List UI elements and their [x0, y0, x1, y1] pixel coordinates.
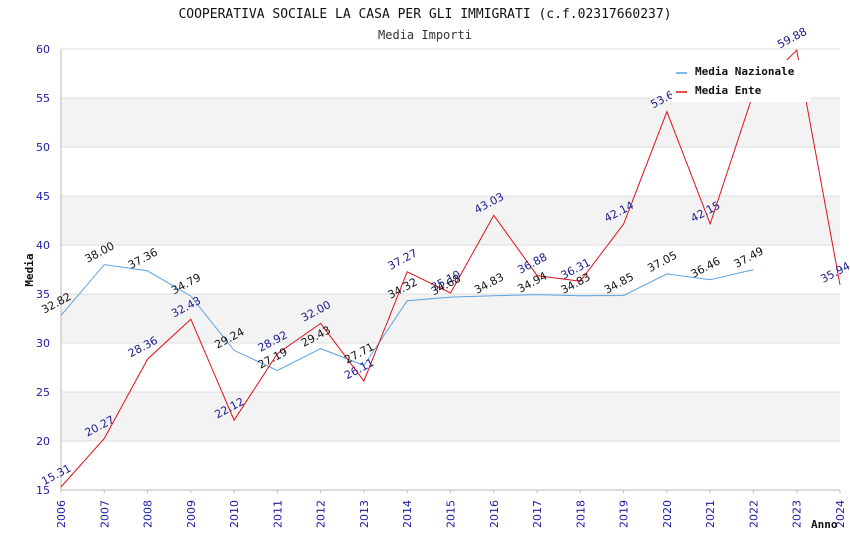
series-line-media-ente	[60, 49, 841, 488]
data-label: 37.36	[126, 246, 160, 272]
data-label: 35.94	[818, 260, 850, 286]
data-label: 34.83	[472, 270, 506, 296]
x-tick-label: 2017	[531, 500, 544, 528]
y-tick-label: 25	[36, 386, 50, 399]
legend-label-media-ente: Media Ente	[695, 84, 762, 97]
x-axis-label: Anno	[811, 518, 838, 531]
x-tick-label: 2012	[315, 500, 328, 528]
x-tick-labels: 2006 2007 2008 2009 2010 2011 2012 2013 2014 2015…	[55, 500, 847, 528]
x-tick-label: 2009	[185, 500, 198, 528]
x-tick-label: 2010	[228, 500, 241, 528]
y-axis-label: Media	[23, 253, 36, 286]
x-tick-label: 2016	[488, 500, 501, 528]
data-label: 34.85	[602, 270, 636, 296]
y-tick-label: 20	[36, 435, 50, 448]
series-lines	[60, 49, 841, 488]
data-label: 36.46	[689, 254, 723, 280]
y-tick-label: 50	[36, 141, 50, 154]
series-line-media-nazionale	[60, 264, 754, 372]
x-tick-label: 2021	[704, 500, 717, 528]
y-tick-label: 30	[36, 337, 50, 350]
x-tick-label: 2015	[445, 500, 458, 528]
x-tick-label: 2022	[747, 500, 760, 528]
y-tick-label: 45	[36, 190, 50, 203]
data-label: 37.27	[386, 247, 420, 273]
background-bands	[61, 98, 840, 441]
chart-subtitle: Media Importi	[378, 28, 472, 42]
y-tick-label: 15	[36, 484, 50, 497]
legend-background	[672, 60, 810, 102]
y-tick-label: 35	[36, 288, 50, 301]
chart-title: COOPERATIVA SOCIALE LA CASA PER GLI IMMI…	[178, 7, 671, 22]
data-label: 15.31	[39, 462, 73, 488]
grid-band	[61, 98, 840, 147]
data-label: 59.88	[775, 25, 809, 51]
data-label: 37.05	[645, 249, 679, 275]
x-tick-label: 2007	[98, 500, 111, 528]
axes	[60, 49, 841, 493]
x-tick-label: 2008	[142, 500, 155, 528]
x-tick-label: 2023	[791, 500, 804, 528]
x-tick-label: 2013	[358, 500, 371, 528]
grid-lines	[61, 48, 840, 491]
x-tick-label: 2018	[574, 500, 587, 528]
x-tick-label: 2024	[834, 500, 847, 528]
y-tick-label: 55	[36, 92, 50, 105]
data-label: 37.49	[732, 244, 766, 270]
legend: Media Nazionale Media Ente	[672, 60, 810, 102]
grid-band	[61, 196, 840, 245]
legend-label-media-nazionale: Media Nazionale	[695, 65, 795, 78]
x-tick-label: 2019	[618, 500, 631, 528]
y-tick-label: 60	[36, 43, 50, 56]
y-tick-labels: 15 20 25 30 35 40 45 50 55 60	[36, 43, 50, 497]
x-tick-label: 2006	[55, 500, 68, 528]
grid-band	[61, 392, 840, 441]
y-tick-label: 40	[36, 239, 50, 252]
x-tick-label: 2020	[661, 500, 674, 528]
x-tick-label: 2014	[401, 500, 414, 528]
x-tick-label: 2011	[271, 500, 284, 528]
